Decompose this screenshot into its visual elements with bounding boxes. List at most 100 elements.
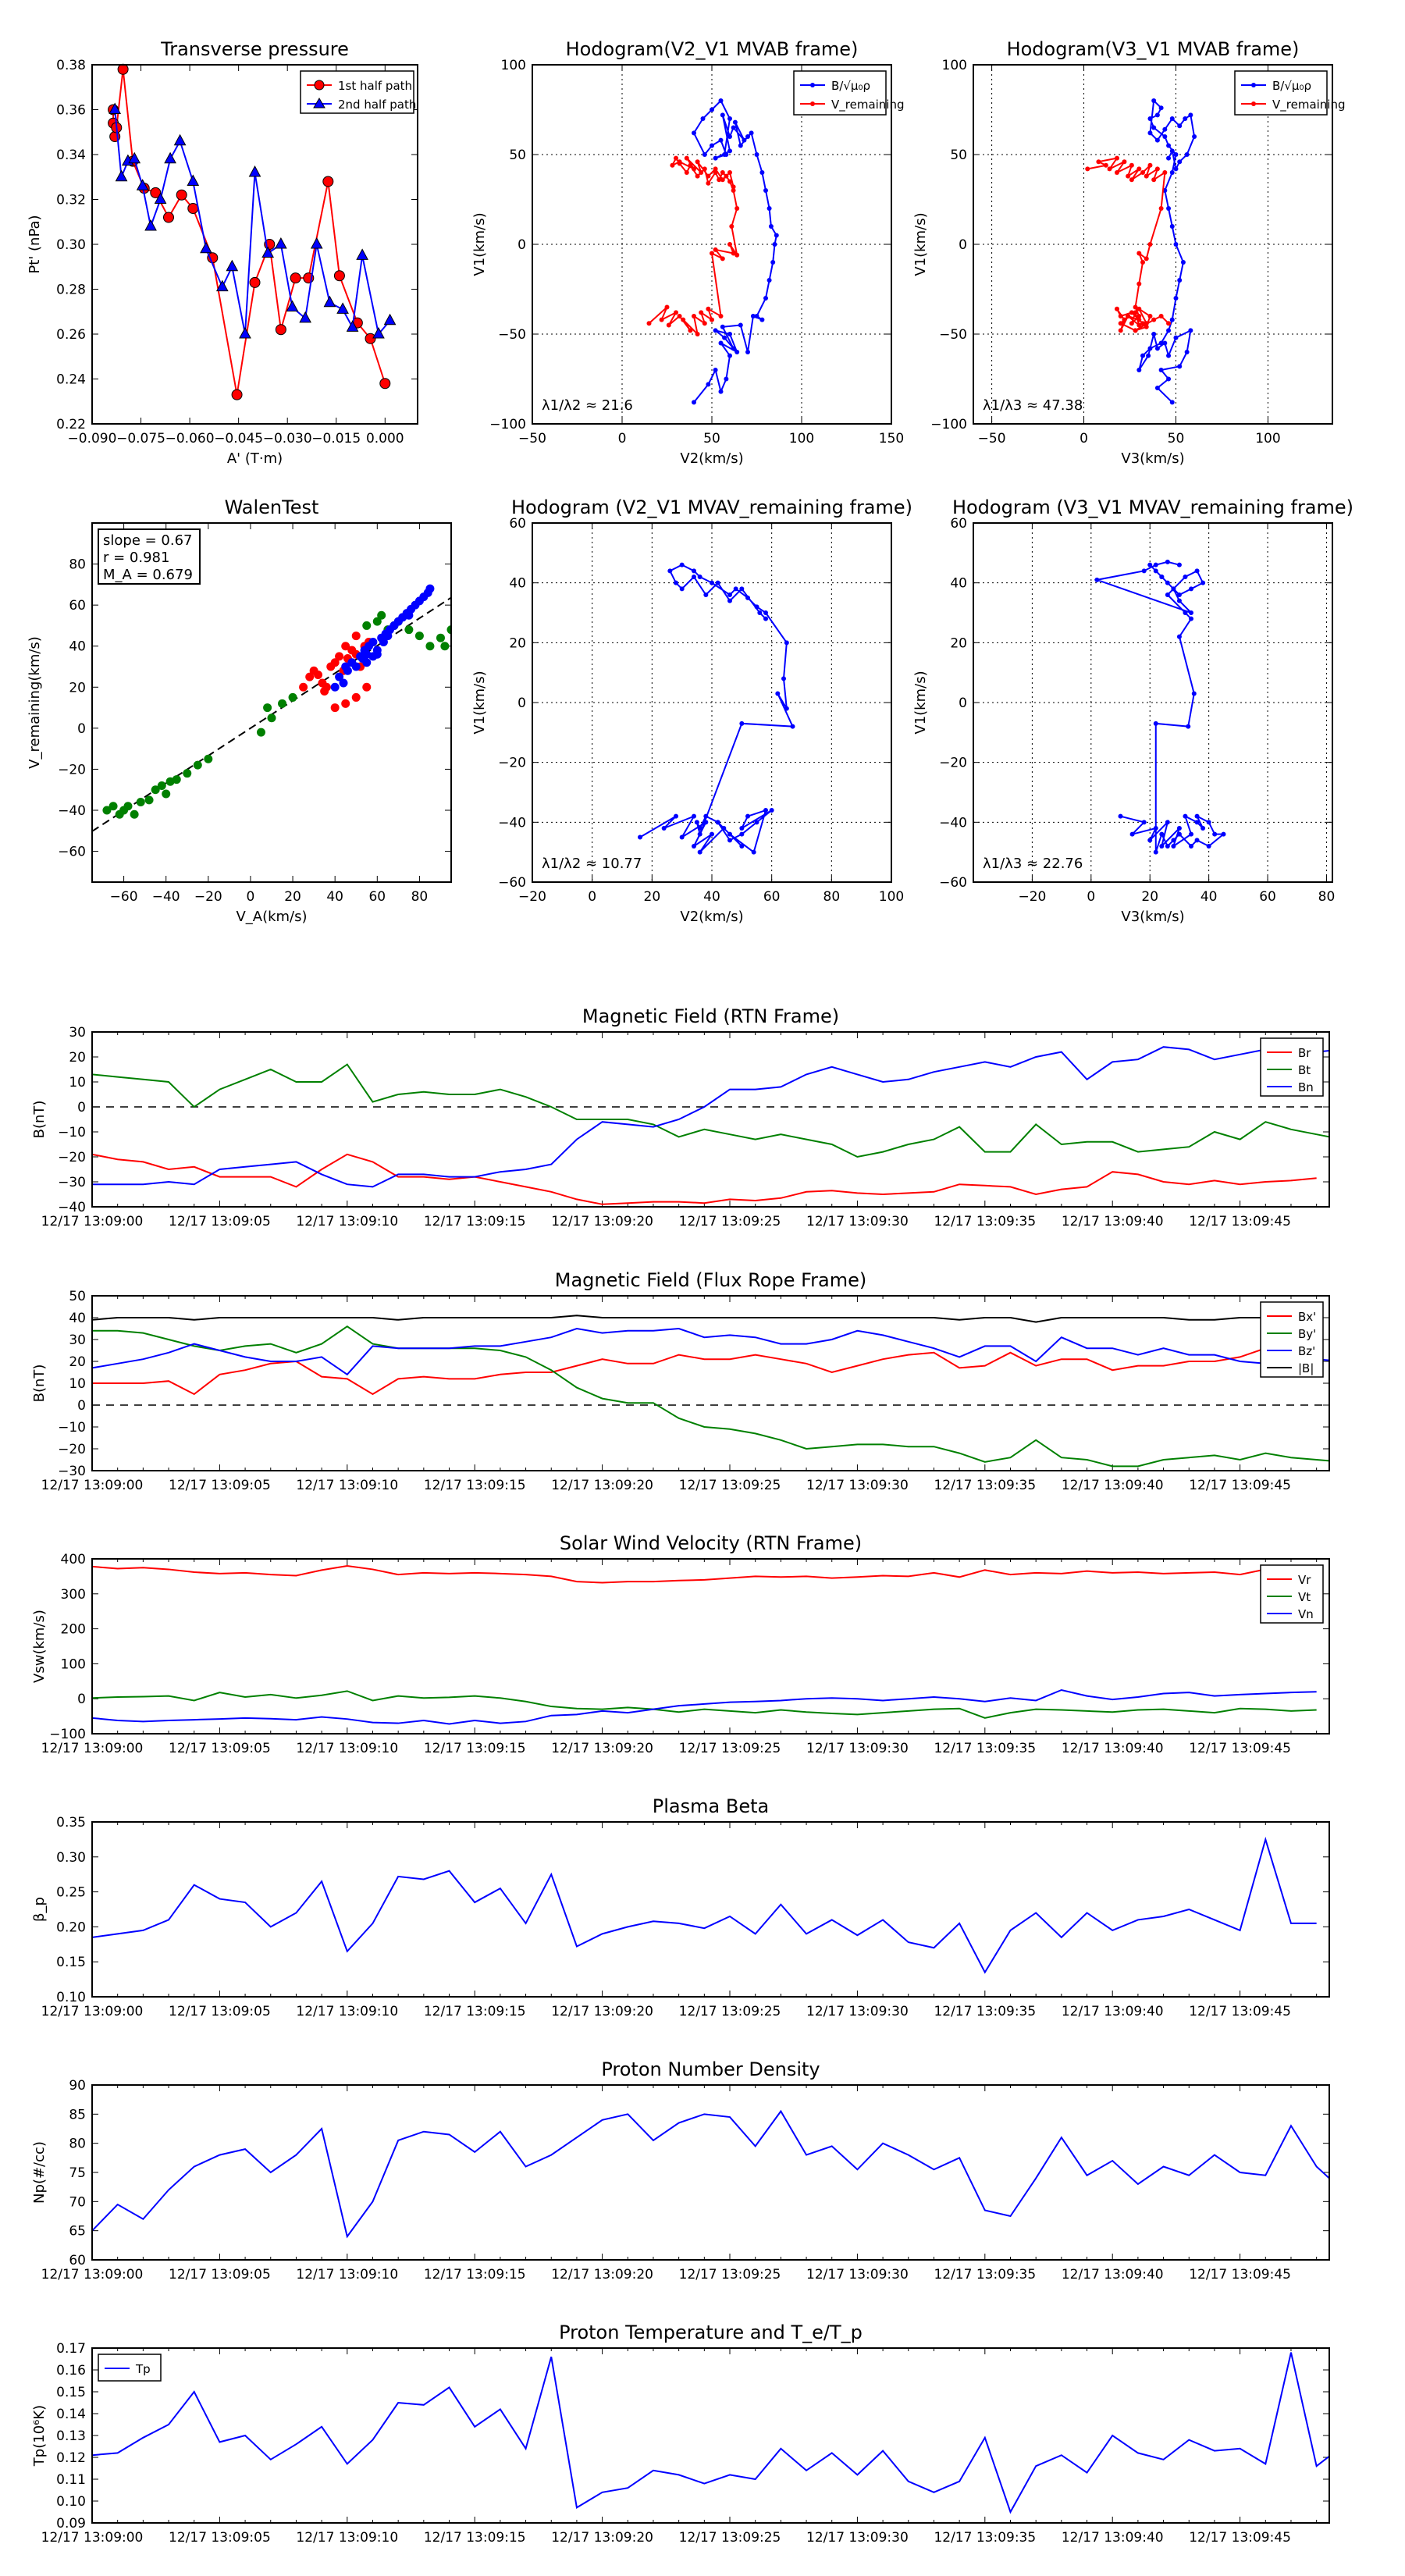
data-point <box>713 328 718 333</box>
legend-label: Bn <box>1298 1080 1314 1094</box>
data-point <box>1166 321 1172 326</box>
data-point <box>739 826 745 831</box>
data-point <box>1200 580 1206 585</box>
data-point <box>157 781 166 790</box>
data-point <box>699 170 704 175</box>
plot-frame <box>91 1558 1330 1735</box>
data-point <box>674 310 678 315</box>
legend-box <box>793 70 887 116</box>
data-point <box>320 687 329 696</box>
chart-title: Solar Wind Velocity (RTN Frame) <box>560 1532 862 1554</box>
data-point <box>1171 838 1176 843</box>
data-point <box>351 632 361 641</box>
x-tick-label: −0.060 <box>165 431 215 447</box>
x-tick-label: 0 <box>588 889 596 905</box>
stats-text: slope = 0.67 <box>103 532 193 549</box>
x-tick-label: 12/17 13:09:20 <box>551 1478 653 1493</box>
y-tick-label: 50 <box>69 1289 86 1304</box>
legend-box <box>1260 1301 1324 1378</box>
data-point <box>1159 575 1165 579</box>
y-axis-label: B(nT) <box>31 1101 48 1139</box>
data-point <box>1129 177 1134 183</box>
x-tick-label: 80 <box>823 889 841 905</box>
series-line-bt <box>92 1063 1329 1158</box>
data-point <box>763 188 768 193</box>
x-tick-label: 12/17 13:09:15 <box>424 1214 526 1229</box>
y-tick-label: 40 <box>509 576 526 592</box>
data-point <box>706 306 711 311</box>
legend-marker <box>313 98 325 109</box>
data-point <box>187 174 200 186</box>
data-point <box>1154 346 1160 351</box>
x-tick-label: 12/17 13:09:30 <box>806 2530 909 2546</box>
x-tick-label: 0.000 <box>366 431 404 447</box>
data-point <box>362 621 372 630</box>
data-point <box>710 317 714 322</box>
data-point <box>231 389 243 400</box>
data-point <box>720 112 725 118</box>
data-point <box>330 682 340 692</box>
y-tick-label: 65 <box>69 2224 86 2240</box>
y-tick-label: 0 <box>77 1100 86 1115</box>
legend-marker <box>1251 83 1256 87</box>
x-tick-label: 12/17 13:09:00 <box>41 1741 144 1756</box>
data-point <box>1154 166 1160 172</box>
data-point <box>659 317 664 322</box>
y-tick-label: 0.11 <box>56 2472 86 2488</box>
data-point <box>699 310 704 315</box>
y-tick-label: 0.12 <box>56 2450 86 2466</box>
data-point <box>1153 720 1158 726</box>
x-tick-label: 12/17 13:09:05 <box>169 2530 271 2546</box>
x-tick-label: −20 <box>1018 889 1046 905</box>
data-point <box>721 826 727 831</box>
data-point <box>204 754 213 763</box>
data-point <box>763 808 768 813</box>
data-point <box>692 166 696 172</box>
data-point <box>745 813 750 819</box>
data-point <box>1147 130 1153 136</box>
x-tick-label: −0.045 <box>214 431 263 447</box>
data-point <box>1126 314 1131 318</box>
series-line-vr <box>92 1564 1317 1584</box>
data-point <box>1144 173 1149 179</box>
data-point <box>1173 335 1179 340</box>
chart-title: Magnetic Field (RTN Frame) <box>582 1005 839 1027</box>
y-tick-label: −10 <box>58 1420 86 1436</box>
x-tick-label: 20 <box>644 889 661 905</box>
data-point <box>239 326 251 339</box>
data-point <box>1154 112 1160 118</box>
x-tick-label: 12/17 13:09:35 <box>934 1478 1036 1493</box>
data-point <box>1159 831 1165 837</box>
data-point <box>1176 592 1182 597</box>
x-tick-label: 150 <box>879 431 904 447</box>
data-point <box>290 272 301 284</box>
data-point <box>305 672 315 681</box>
y-tick-label: 0.09 <box>56 2516 86 2532</box>
data-point <box>187 203 199 214</box>
y-tick-label: 50 <box>509 148 526 163</box>
data-point <box>759 170 765 175</box>
data-point <box>1165 820 1170 825</box>
data-point <box>1176 831 1182 837</box>
y-tick-label: 100 <box>501 58 526 73</box>
stats-box-frame <box>98 528 201 585</box>
data-point <box>684 170 689 175</box>
chart-title: Hodogram(V3_V1 MVAB frame) <box>1007 38 1300 60</box>
data-point <box>440 642 450 651</box>
x-tick-label: 12/17 13:09:40 <box>1062 1214 1164 1229</box>
data-point <box>731 125 736 130</box>
data-point <box>1177 278 1183 283</box>
y-axis-label: Vsw(km/s) <box>31 1610 48 1683</box>
data-point <box>731 188 736 193</box>
data-point <box>697 831 702 837</box>
data-point <box>727 116 732 121</box>
data-point <box>692 130 696 136</box>
y-tick-label: −100 <box>930 417 967 432</box>
data-point <box>1173 152 1179 157</box>
x-tick-label: 12/17 13:09:00 <box>41 1214 144 1229</box>
plot-frame <box>532 64 892 425</box>
data-point <box>130 809 139 819</box>
x-tick-label: 12/17 13:09:45 <box>1189 1478 1291 1493</box>
x-tick-label: −0.030 <box>263 431 312 447</box>
data-point <box>713 247 718 252</box>
